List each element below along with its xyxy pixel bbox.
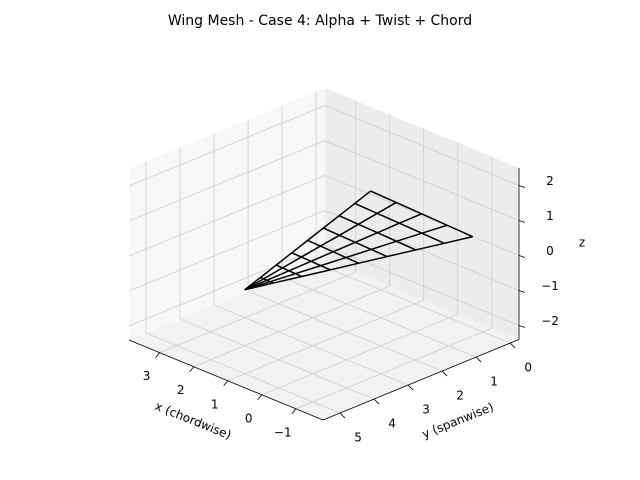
grid-line [324,245,520,326]
grid-line [179,318,375,400]
tick-mark [518,290,526,293]
mesh-line [244,224,448,291]
z-tick-label: −1 [541,279,559,293]
mesh-line [244,213,422,291]
tick-mark [373,398,380,405]
grid-line [128,245,326,327]
z-axis-label: z [579,236,585,250]
z-tick-label: 0 [546,244,554,258]
z-tick-label: 1 [546,209,554,223]
mesh-line [244,190,372,291]
tick-mark [518,185,526,188]
tick-mark [518,325,526,328]
tick-mark [509,342,516,349]
chart-title: Wing Mesh - Case 4: Alpha + Twist + Chor… [168,13,472,29]
grid-line [227,299,424,382]
grid-line [128,175,326,257]
z-tick-label: −2 [541,314,559,328]
y-tick-label: 3 [422,403,430,417]
tick-mark [155,352,160,358]
tick-mark [441,370,448,377]
grid-line [295,327,492,410]
grid-line [261,313,458,396]
x-tick-label: 1 [211,397,219,411]
tick-mark [257,394,263,401]
grid-line [128,140,326,222]
x-axis-label: x (chordwise) [153,399,233,442]
mesh-line [244,201,397,291]
grid-line [316,262,511,344]
y-tick-label: 2 [456,389,464,403]
grid-line [128,210,326,292]
x-tick-label: 3 [143,369,151,383]
y-tick-label: 1 [490,375,498,389]
grid-line [145,332,341,414]
x-tick-label: 0 [245,411,253,425]
mesh-line [244,235,473,291]
grid-line [159,271,356,354]
grid-line [247,290,443,372]
grid-line [281,276,477,358]
grid-line [324,105,520,186]
y-tick-label: 0 [524,361,532,375]
x-axis [128,339,324,421]
tick-mark [475,356,482,363]
x-tick-label: 2 [177,383,185,397]
tick-mark [223,380,229,387]
tick-mark [291,408,297,415]
tick-mark [518,255,526,258]
grid-line [193,285,390,368]
y-tick-label: 5 [354,431,362,445]
z-tick-label: 2 [546,174,554,188]
tick-mark [339,412,346,419]
tick-mark [407,384,414,391]
tick-mark [189,366,194,372]
y-tick-label: 4 [388,417,396,431]
grid-line [324,175,520,256]
grid-line [128,105,326,187]
grid-line [324,140,520,221]
y-axis [322,339,520,421]
tick-mark [518,220,526,223]
y-axis-label: y (spanwise) [420,400,496,441]
grid-line [213,304,409,386]
x-tick-label: −1 [274,425,292,439]
